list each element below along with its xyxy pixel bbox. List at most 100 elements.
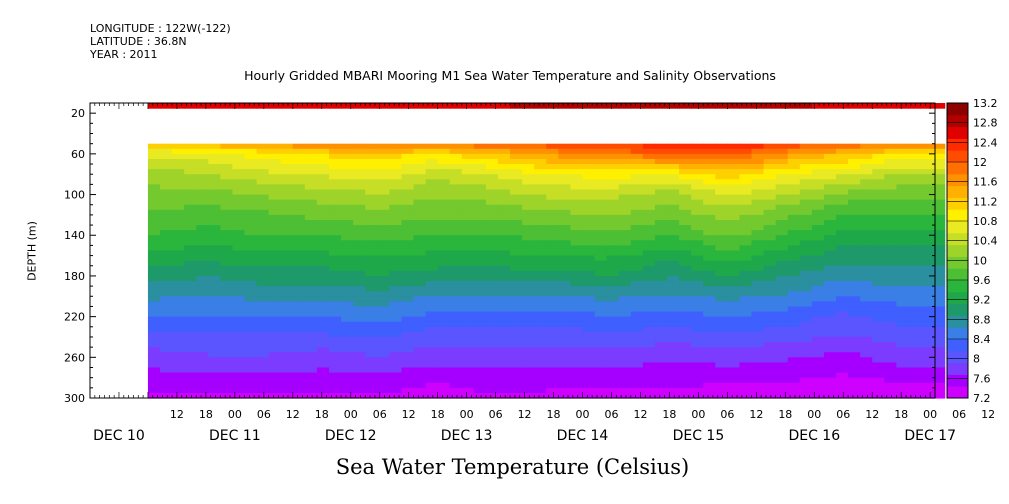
heatmap-cell — [570, 291, 584, 297]
heatmap-cell — [172, 194, 185, 201]
heatmap-cell — [667, 275, 680, 282]
colorbar-label: 8.4 — [973, 333, 991, 346]
heatmap-cell — [220, 189, 234, 196]
heatmap-cell — [534, 275, 547, 282]
heatmap-cell — [727, 392, 741, 399]
heatmap-cell — [292, 235, 306, 241]
heatmap-cell — [606, 275, 620, 282]
heatmap-cell — [341, 347, 354, 353]
heatmap-cell — [341, 260, 354, 267]
heatmap-cell — [787, 387, 801, 394]
heatmap-cell — [872, 347, 885, 353]
heatmap-cell — [473, 235, 487, 241]
heatmap-cell — [920, 245, 934, 252]
heatmap-cell — [510, 260, 523, 267]
heatmap-cell — [546, 179, 559, 185]
heatmap-cell — [425, 184, 439, 191]
heatmap-cell — [654, 245, 668, 252]
heatmap-cell — [703, 209, 716, 216]
heatmap-cell — [703, 199, 716, 206]
heatmap-cell — [703, 367, 716, 374]
heatmap-cell — [268, 326, 282, 333]
heatmap-cell — [184, 219, 197, 226]
heatmap-cell — [208, 342, 221, 348]
heatmap-cell — [377, 255, 390, 262]
heatmap-cell — [836, 367, 849, 374]
heatmap-cell — [763, 209, 777, 216]
heatmap-cell — [184, 153, 197, 160]
heatmap-cell — [256, 326, 270, 333]
heatmap-cell — [775, 103, 789, 109]
heatmap-cell — [811, 179, 825, 185]
heatmap-cell — [811, 342, 825, 348]
heatmap-cell — [160, 235, 173, 241]
heatmap-cell — [642, 158, 656, 165]
heatmap-cell — [208, 255, 221, 262]
heatmap-cell — [703, 306, 716, 313]
heatmap-cell — [232, 296, 246, 302]
heatmap-cell — [654, 392, 668, 399]
heatmap-cell — [860, 311, 873, 318]
heatmap-cell — [654, 174, 668, 180]
heatmap-cell — [473, 169, 487, 175]
heatmap-cell — [558, 204, 572, 211]
heatmap-cell — [304, 321, 318, 328]
heatmap-cell — [316, 352, 330, 358]
heatmap-cell — [630, 291, 644, 297]
heatmap-cell — [389, 291, 403, 297]
heatmap-cell — [775, 214, 789, 221]
heatmap-cell — [823, 103, 837, 109]
heatmap-cell — [884, 342, 897, 348]
heatmap-cell — [220, 103, 234, 109]
heatmap-cell — [329, 230, 342, 236]
heatmap-cell — [401, 306, 415, 313]
heatmap-cell — [703, 158, 716, 165]
heatmap-cell — [763, 225, 777, 231]
heatmap-cell — [256, 357, 270, 363]
heatmap-cell — [485, 301, 499, 308]
heatmap-cell — [522, 199, 535, 206]
heatmap-cell — [534, 301, 547, 308]
heatmap-cell — [920, 382, 934, 389]
heatmap-cell — [304, 336, 318, 343]
heatmap-cell — [872, 169, 885, 175]
heatmap-cell — [425, 301, 439, 308]
heatmap-cell — [196, 382, 209, 389]
heatmap-cell — [184, 179, 197, 185]
heatmap-cell — [413, 352, 427, 358]
heatmap-cell — [787, 342, 801, 348]
heatmap-cell — [208, 301, 221, 308]
heatmap-cell — [848, 352, 861, 358]
heatmap-cell — [872, 194, 885, 201]
heatmap-cell — [268, 291, 282, 297]
heatmap-cell — [860, 352, 873, 358]
heatmap-cell — [594, 316, 608, 323]
heatmap-cell — [836, 265, 849, 272]
heatmap-cell — [836, 387, 849, 394]
heatmap-cell — [848, 255, 861, 262]
heatmap-cell — [522, 209, 535, 216]
heatmap-cell — [787, 286, 801, 292]
heatmap-cell — [473, 250, 487, 257]
heatmap-cell — [172, 225, 185, 231]
heatmap-cell — [679, 230, 692, 236]
x-day-label: DEC 14 — [557, 428, 609, 444]
heatmap-cell — [691, 316, 704, 323]
heatmap-cell — [329, 336, 342, 343]
heatmap-cell — [389, 387, 403, 394]
heatmap-cell — [667, 194, 680, 201]
heatmap-cell — [329, 270, 342, 277]
heatmap-cell — [775, 169, 789, 175]
heatmap-cell — [461, 209, 475, 216]
heatmap-cell — [582, 321, 596, 328]
heatmap-cell — [932, 347, 946, 353]
heatmap-cell — [546, 281, 559, 287]
heatmap-cell — [654, 362, 668, 369]
heatmap-cell — [667, 184, 680, 191]
heatmap-cell — [437, 311, 451, 318]
heatmap-cell — [413, 255, 427, 262]
heatmap-cell — [582, 148, 596, 155]
heatmap-cell — [413, 316, 427, 323]
heatmap-cell — [763, 331, 777, 338]
heatmap-cell — [485, 164, 499, 170]
